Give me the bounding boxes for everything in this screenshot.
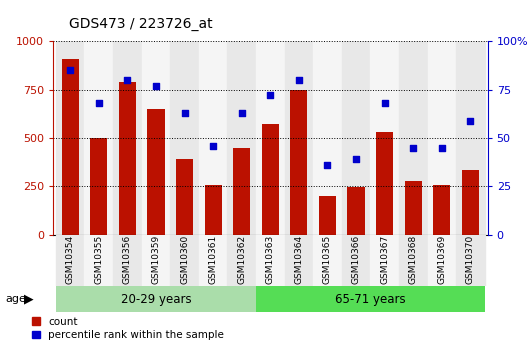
Point [295, 77, 303, 83]
Point [352, 157, 360, 162]
Bar [405, 181, 422, 235]
Bar [61, 59, 79, 235]
Bar [348, 187, 365, 235]
Text: GSM10356: GSM10356 [123, 235, 132, 284]
Bar [376, 132, 393, 235]
Text: GSM10360: GSM10360 [180, 235, 189, 284]
Bar [399, 41, 428, 235]
Bar [56, 286, 256, 312]
Point [438, 145, 446, 150]
Point [152, 83, 160, 89]
Bar [290, 90, 307, 235]
Bar [456, 41, 485, 235]
Bar [119, 82, 136, 235]
Bar [176, 159, 193, 235]
Text: GSM10367: GSM10367 [380, 235, 389, 284]
Point [409, 145, 418, 150]
Bar [313, 41, 342, 235]
Bar [147, 109, 164, 235]
Bar [370, 41, 399, 235]
Bar [285, 235, 313, 286]
Bar [428, 41, 456, 235]
Point [123, 77, 131, 83]
Bar [256, 235, 285, 286]
Bar [199, 235, 227, 286]
Bar [428, 235, 456, 286]
Text: GSM10368: GSM10368 [409, 235, 418, 284]
Bar [170, 41, 199, 235]
Bar [456, 235, 485, 286]
Bar [113, 41, 142, 235]
Text: GSM10363: GSM10363 [266, 235, 275, 284]
Point [323, 162, 332, 168]
Bar [233, 148, 250, 235]
Bar [142, 41, 170, 235]
Bar [56, 41, 84, 235]
Point [466, 118, 475, 124]
Bar [313, 235, 342, 286]
Text: GSM10355: GSM10355 [94, 235, 103, 284]
Bar [227, 41, 256, 235]
Point [94, 100, 103, 106]
Bar [84, 41, 113, 235]
Bar [342, 41, 370, 235]
Text: GSM10365: GSM10365 [323, 235, 332, 284]
Text: GSM10369: GSM10369 [437, 235, 446, 284]
Text: GSM10366: GSM10366 [351, 235, 360, 284]
Legend: count, percentile rank within the sample: count, percentile rank within the sample [32, 317, 224, 340]
Text: GSM10364: GSM10364 [294, 235, 303, 284]
Bar [262, 125, 279, 235]
Point [237, 110, 246, 116]
Bar [256, 41, 285, 235]
Bar [205, 185, 222, 235]
Point [266, 93, 275, 98]
Bar [56, 235, 84, 286]
Bar [199, 41, 227, 235]
Bar [434, 185, 450, 235]
Point [381, 100, 389, 106]
Text: GSM10370: GSM10370 [466, 235, 475, 284]
Bar [256, 286, 485, 312]
Bar [370, 235, 399, 286]
Bar [170, 235, 199, 286]
Bar [90, 138, 107, 235]
Bar [399, 235, 428, 286]
Bar [285, 41, 313, 235]
Text: GSM10361: GSM10361 [209, 235, 218, 284]
Bar [142, 235, 170, 286]
Text: GSM10359: GSM10359 [152, 235, 161, 284]
Point [180, 110, 189, 116]
Text: GSM10362: GSM10362 [237, 235, 246, 284]
Text: 65-71 years: 65-71 years [335, 293, 405, 306]
Bar [84, 235, 113, 286]
Text: age: age [5, 294, 26, 304]
Text: 20-29 years: 20-29 years [121, 293, 191, 306]
Text: ▶: ▶ [24, 293, 33, 306]
Bar [227, 235, 256, 286]
Text: GDS473 / 223726_at: GDS473 / 223726_at [69, 17, 213, 31]
Bar [319, 196, 336, 235]
Bar [342, 235, 370, 286]
Point [209, 143, 217, 148]
Bar [113, 235, 142, 286]
Text: GSM10354: GSM10354 [66, 235, 75, 284]
Point [66, 68, 74, 73]
Bar [462, 170, 479, 235]
